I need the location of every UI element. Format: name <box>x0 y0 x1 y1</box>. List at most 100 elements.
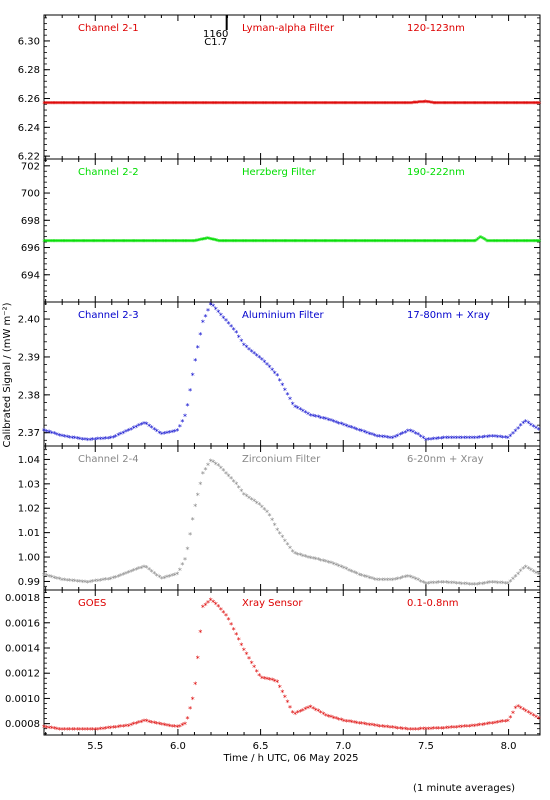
data-point: * <box>329 100 333 108</box>
data-point: * <box>341 238 345 246</box>
data-point: * <box>481 100 485 108</box>
data-point: * <box>189 238 193 246</box>
data-point: * <box>333 100 337 108</box>
data-point: * <box>427 238 431 246</box>
data-point: * <box>445 100 449 108</box>
data-point: * <box>201 319 205 328</box>
data-point: * <box>80 238 84 246</box>
data-point: * <box>80 578 84 587</box>
data-point: * <box>477 235 481 243</box>
data-point: * <box>351 100 355 108</box>
data-point: * <box>200 236 204 244</box>
data-point: * <box>65 577 69 586</box>
data-point: * <box>465 100 469 108</box>
data-point: * <box>370 431 374 440</box>
data-point: * <box>479 100 483 108</box>
data-point: * <box>262 359 266 368</box>
data-point: * <box>308 100 312 108</box>
data-point: * <box>388 238 392 246</box>
data-point: * <box>445 238 449 246</box>
data-point: * <box>63 726 67 735</box>
data-point: * <box>485 721 489 730</box>
data-point: * <box>526 420 530 429</box>
data-point: * <box>111 575 115 584</box>
data-point: * <box>508 100 512 108</box>
data-point: * <box>219 606 223 615</box>
data-point: * <box>91 100 95 108</box>
data-point: * <box>216 603 220 612</box>
data-point: * <box>407 100 411 108</box>
data-point: * <box>137 422 141 431</box>
data-point: * <box>512 100 516 108</box>
data-point: * <box>247 346 251 355</box>
data-point: * <box>448 100 452 108</box>
data-point: * <box>348 238 352 246</box>
data-point: * <box>126 238 130 246</box>
data-point: * <box>310 238 314 246</box>
data-point: * <box>109 435 113 444</box>
x-tick-label: 8.0 <box>501 741 517 752</box>
data-point: * <box>133 238 137 246</box>
data-point: * <box>171 100 175 108</box>
data-point: * <box>168 238 172 246</box>
data-point: * <box>239 487 243 496</box>
data-point: * <box>491 100 495 108</box>
data-point: * <box>424 238 428 246</box>
data-point: * <box>216 462 220 471</box>
data-point: * <box>514 427 518 436</box>
data-point: * <box>200 237 204 245</box>
data-point: * <box>262 675 266 684</box>
data-point: * <box>163 100 167 108</box>
data-point: * <box>249 100 253 108</box>
data-point: * <box>321 710 325 719</box>
data-point: * <box>224 317 228 326</box>
data-point: * <box>398 238 402 246</box>
data-point: * <box>67 100 71 108</box>
y-tick-label: 2.40 <box>18 315 40 326</box>
data-point: * <box>314 413 318 422</box>
data-point: * <box>125 238 129 246</box>
data-point: * <box>458 100 462 108</box>
data-point: * <box>230 100 234 108</box>
data-point: * <box>302 100 306 108</box>
data-point: * <box>391 724 395 733</box>
data-point: * <box>444 579 448 588</box>
data-point: * <box>137 719 141 728</box>
data-point: * <box>352 719 356 728</box>
data-point: * <box>97 100 101 108</box>
data-point: * <box>70 238 74 246</box>
data-point: * <box>62 100 66 108</box>
data-point: * <box>64 238 68 246</box>
data-point: * <box>262 100 266 108</box>
panel-label: Lyman-alpha Filter <box>242 23 335 34</box>
data-point: * <box>290 238 294 246</box>
data-point: * <box>203 601 207 610</box>
data-point: * <box>528 100 532 108</box>
data-point: * <box>150 719 154 728</box>
data-point: * <box>42 724 46 733</box>
data-point: * <box>532 238 536 246</box>
data-point: * <box>537 238 541 246</box>
data-point: * <box>298 238 302 246</box>
data-point: * <box>370 238 374 246</box>
data-point: * <box>483 237 487 245</box>
data-point: * <box>260 100 264 108</box>
data-point: * <box>319 238 323 246</box>
data-point: * <box>461 100 465 108</box>
data-point: * <box>145 718 149 727</box>
data-point: * <box>96 436 100 445</box>
data-point: * <box>214 460 218 469</box>
data-point: * <box>47 238 51 246</box>
data-point: * <box>110 100 114 108</box>
data-point: * <box>340 238 344 246</box>
data-point: * <box>437 725 441 734</box>
data-point: * <box>511 709 515 718</box>
data-point: * <box>359 238 363 246</box>
data-point: * <box>424 580 428 589</box>
panel-frame <box>43 301 541 447</box>
data-point: * <box>374 238 378 246</box>
data-point: * <box>378 723 382 732</box>
data-point: * <box>515 238 519 246</box>
data-point: * <box>45 238 49 246</box>
data-point: * <box>142 420 146 429</box>
